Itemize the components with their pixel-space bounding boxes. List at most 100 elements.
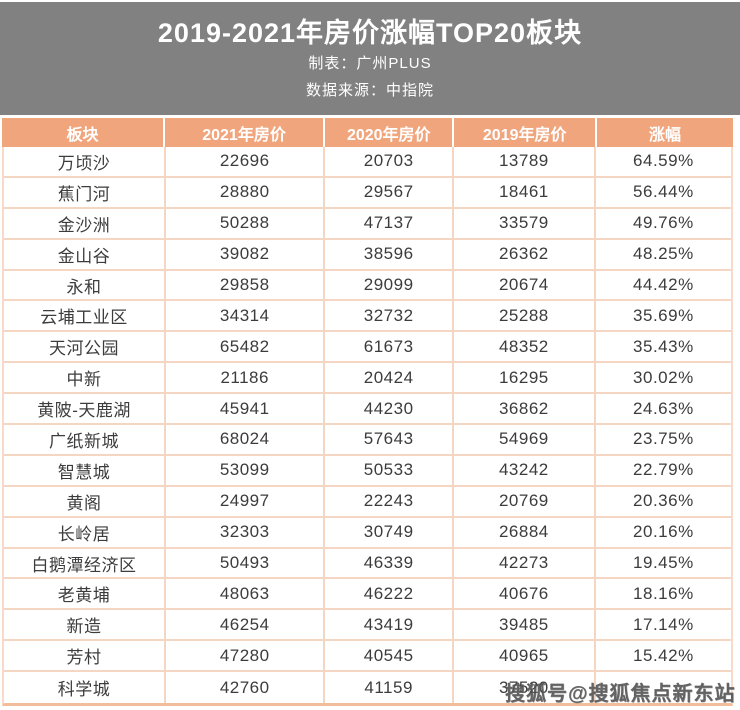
cell-price-2020: 43419 [325, 610, 454, 640]
cell-district: 长岭居 [4, 517, 167, 547]
cell-price-2019: 13789 [454, 147, 596, 176]
cell-price-2021: 29858 [166, 270, 326, 300]
cell-price-2021: 24997 [166, 486, 326, 516]
subtitle-source: 数据来源：中指院 [305, 82, 434, 99]
table-row: 金山谷 39082 38596 26362 48.25% [4, 239, 731, 271]
cell-rise: 35.43% [633, 336, 694, 356]
watermark: 搜狐号@搜狐焦点新东站 [505, 683, 736, 705]
table-row: 科学城 42760 41159 37520 [4, 672, 731, 704]
cell-price-2020: 20703 [325, 147, 454, 176]
table-row: 白鹅潭经济区 50493 46339 42273 19.45% [4, 548, 731, 580]
table-row: 云埔工业区 34314 32732 25288 35.69% [4, 301, 731, 333]
cell-price-2019: 40965 [454, 641, 596, 671]
cell-price-2019: 20674 [454, 270, 596, 300]
cell-rise: 20.36% [633, 491, 694, 511]
column-header-rise: 涨幅 [648, 126, 681, 144]
cell-price-2020: 46222 [325, 579, 454, 609]
cell-price-2019: 26362 [454, 239, 596, 269]
cell-rise: 22.79% [633, 460, 694, 480]
cell-price-2020: 20424 [325, 363, 454, 393]
cell-district: 老黄埔 [4, 579, 167, 609]
cell-price-2019: 42273 [454, 548, 596, 578]
table-body: 万顷沙 22696 20703 13789 64.59% 蕉门河 28880 2… [2, 147, 733, 707]
cell-rise: 64.59% [633, 151, 694, 171]
cell-price-2021: 47280 [166, 641, 326, 671]
cell-rise: 23.75% [633, 429, 694, 449]
cell-district: 黄陂-天鹿湖 [4, 394, 167, 424]
cell-district: 广纸新城 [4, 425, 167, 454]
cell-price-2020: 32732 [325, 301, 454, 331]
cell-price-2021: 65482 [166, 332, 326, 362]
cell-price-2019: 43242 [454, 455, 596, 485]
cell-price-2020: 57643 [325, 425, 454, 454]
cell-price-2020: 38596 [325, 239, 454, 269]
table-row: 新造 46254 43419 39485 17.14% [4, 610, 731, 642]
page-title: 2019-2021年房价涨幅TOP20板块 [157, 18, 583, 48]
cell-price-2021: 50288 [166, 208, 326, 238]
cell-price-2020: 50533 [325, 455, 454, 485]
cell-rise: 15.42% [633, 645, 694, 665]
cell-rise: 49.76% [633, 213, 694, 233]
cell-price-2020: 29567 [325, 177, 454, 207]
cell-price-2021: 50493 [166, 548, 326, 578]
table-row: 蕉门河 28880 29567 18461 56.44% [4, 177, 731, 209]
table-row: 广纸新城 68024 57643 54969 23.75% [4, 425, 731, 456]
cell-price-2019: 48352 [454, 332, 596, 362]
cell-price-2019: 40676 [454, 579, 596, 609]
cell-rise: 17.14% [633, 614, 694, 634]
cell-price-2020: 46339 [325, 548, 454, 578]
cell-rise: 18.16% [633, 583, 694, 603]
cell-price-2019: 16295 [454, 363, 596, 393]
cell-district: 金沙洲 [4, 208, 167, 238]
column-header-price-2020: 2020年房价 [325, 118, 455, 147]
cell-rise: 24.63% [633, 398, 694, 418]
table-header-row: 板块 2021年房价 2020年房价 2019年房价 涨幅 [2, 118, 733, 147]
cell-price-2019: 37520 [454, 672, 596, 704]
cell-price-2021: 39082 [166, 239, 326, 269]
table-row: 老黄埔 48063 46222 40676 18.16% [4, 579, 731, 611]
cell-district: 白鹅潭经济区 [4, 548, 167, 578]
cell-price-2020: 22243 [325, 486, 454, 516]
cell-price-2020: 41159 [325, 672, 454, 704]
cell-rise: 19.45% [633, 553, 694, 573]
cell-price-2019: 18461 [454, 177, 596, 207]
cell-price-2019: 33579 [454, 208, 596, 238]
table-row: 永和 29858 29099 20674 44.42% [4, 270, 731, 302]
column-header-district: 板块 [2, 118, 165, 147]
cell-price-2021: 53099 [166, 455, 326, 485]
table-row: 金沙洲 50288 47137 33579 49.76% [4, 208, 731, 240]
cell-price-2020: 40545 [325, 641, 454, 671]
column-header-price-2019: 2019年房价 [454, 118, 597, 147]
cell-price-2021: 48063 [166, 579, 326, 609]
cell-price-2021: 32303 [166, 517, 326, 547]
cell-district: 新造 [4, 610, 167, 640]
cell-district: 黄阁 [4, 486, 167, 516]
cell-rise: 30.02% [633, 367, 694, 387]
cell-price-2021: 21186 [166, 363, 326, 393]
cell-district: 万顷沙 [4, 147, 167, 176]
table-row: 黄阁 24997 22243 20769 20.36% [4, 486, 731, 518]
table-row: 天河公园 65482 61673 48352 35.43% [4, 332, 731, 364]
cell-price-2021: 42760 [166, 672, 326, 704]
cell-price-2019: 26884 [454, 517, 596, 547]
table-row: 黄陂-天鹿湖 45941 44230 36862 24.63% [4, 394, 731, 426]
table-row: 长岭居 32303 30749 26884 20.16% [4, 517, 731, 549]
price-table: 板块 2021年房价 2020年房价 2019年房价 涨幅 万顷沙 22696 … [2, 118, 733, 707]
cell-price-2020: 47137 [325, 208, 454, 238]
cell-price-2021: 34314 [166, 301, 326, 331]
table-row: 中新 21186 20424 16295 30.02% [4, 363, 731, 395]
cell-price-2019: 54969 [454, 425, 596, 454]
subtitle-author: 制表：广州PLUS [308, 55, 432, 72]
cell-district: 云埔工业区 [4, 301, 167, 331]
table-row: 芳村 47280 40545 40965 15.42% [4, 641, 731, 673]
cell-rise: 56.44% [633, 182, 694, 202]
cell-price-2021: 68024 [166, 425, 326, 454]
cell-price-2021: 46254 [166, 610, 326, 640]
cell-district: 中新 [4, 363, 167, 393]
cell-rise: 44.42% [633, 275, 694, 294]
cell-district: 芳村 [4, 641, 167, 671]
cell-district: 金山谷 [4, 239, 167, 269]
cell-price-2019: 20769 [454, 486, 596, 516]
cell-price-2021: 45941 [166, 394, 326, 424]
